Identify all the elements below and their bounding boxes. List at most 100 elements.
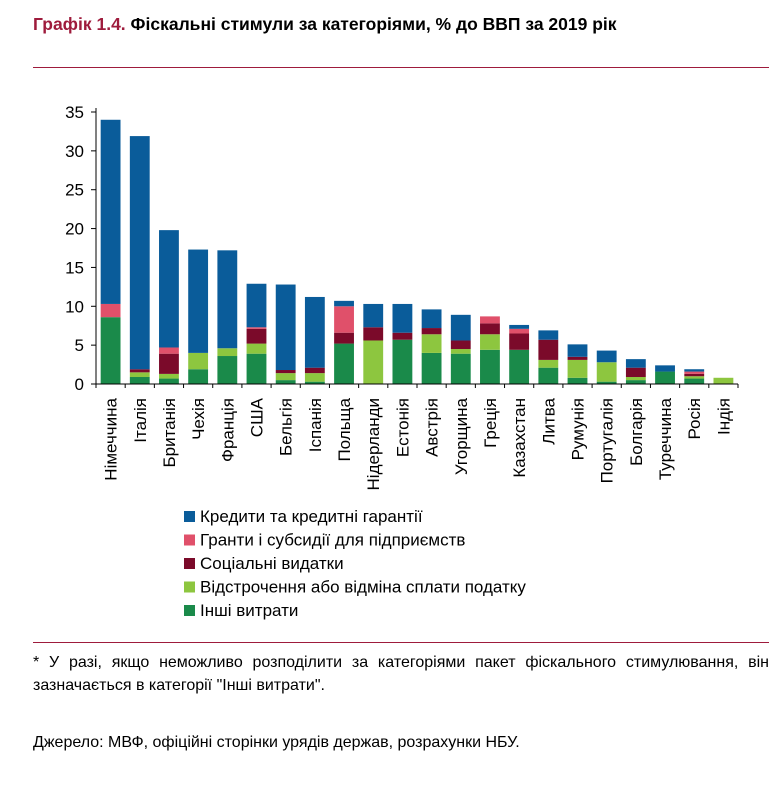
bar-segment — [684, 373, 705, 377]
y-tick-label: 5 — [75, 336, 84, 355]
bar-segment — [159, 373, 179, 379]
y-axis: 0 5 10 15 20 25 30 35 — [65, 103, 97, 394]
x-tick-label: Греція — [481, 398, 500, 448]
y-tick-label: 15 — [65, 258, 84, 277]
x-tick-label: Росія — [685, 398, 704, 440]
bar-segment — [188, 369, 209, 384]
bar-segment — [246, 353, 267, 384]
bar-segment — [655, 371, 675, 384]
bar-segment — [392, 339, 413, 384]
x-tick-label: Польща — [335, 397, 354, 461]
bar-segment — [625, 367, 646, 378]
x-tick-label: Румунія — [569, 398, 588, 460]
legend-item: Відстрочення або відміна сплати податку — [184, 578, 526, 597]
bar-segment — [538, 330, 559, 340]
bar-stack — [334, 300, 354, 384]
bar-segment — [129, 372, 150, 377]
bar-segment — [509, 333, 530, 350]
bar-stack — [684, 369, 705, 384]
bar-segment — [421, 328, 442, 335]
bar-segment — [625, 377, 646, 381]
bar-segment — [217, 356, 238, 384]
bar-segment — [655, 365, 675, 372]
bar-segment — [217, 250, 238, 349]
bar-stack — [217, 250, 238, 384]
bar-segment — [304, 373, 325, 382]
bar-segment — [480, 316, 500, 324]
x-tick-label: Бельгія — [277, 398, 296, 456]
bar-stack — [509, 324, 530, 384]
stacked-bar-chart: 0 5 10 15 20 25 30 35 Німеччина Італія Британія Че… — [65, 103, 739, 620]
bar-stack — [392, 303, 413, 384]
bar-segment — [159, 353, 179, 374]
bar-stack — [538, 330, 559, 384]
x-tick-label: Угорщина — [452, 397, 471, 475]
x-tick-label: Португалія — [598, 398, 617, 483]
x-tick-label: Франція — [218, 398, 237, 462]
x-tick-label: Туреччина — [656, 397, 675, 480]
legend-label: Соціальні видатки — [200, 554, 344, 573]
bar-segment — [334, 343, 354, 384]
chart-title: Графік 1.4. Фіскальні стимули за категор… — [33, 14, 763, 35]
bar-segment — [100, 303, 121, 318]
bar-segment — [684, 371, 705, 374]
bar-stack — [246, 283, 267, 384]
x-tick-label: Нідерланди — [364, 398, 383, 490]
bar-segment — [450, 353, 471, 384]
legend-label: Інші витрати — [200, 601, 298, 620]
bar-segment — [392, 303, 413, 333]
x-tick-label: Литва — [539, 397, 558, 444]
bar-segment — [713, 377, 734, 384]
legend-label: Гранти і субсидії для підприємств — [200, 531, 465, 550]
bar-segment — [275, 380, 296, 384]
x-tick-label: Болгарія — [627, 398, 646, 466]
legend-item: Інші витрати — [184, 601, 298, 620]
bar-segment — [509, 324, 530, 329]
bar-segment — [450, 314, 471, 341]
bar-segment — [392, 332, 413, 340]
y-tick-label: 30 — [65, 142, 84, 161]
bar-segment — [480, 349, 500, 384]
bar-segment — [363, 303, 384, 328]
bar-segment — [480, 334, 500, 350]
bar-segment — [363, 327, 384, 341]
legend: Кредити та кредитні гарантії Гранти і суб… — [184, 507, 526, 620]
bar-segment — [334, 306, 354, 333]
y-tick-label: 20 — [65, 220, 84, 239]
bar-segment — [129, 369, 150, 373]
bar-segment — [275, 370, 296, 374]
bar-stack — [596, 350, 617, 384]
x-tick-label: Чехія — [189, 398, 208, 440]
x-tick-label: Естонія — [393, 398, 412, 457]
x-tick-label: Іспанія — [306, 398, 325, 452]
bar-segment — [159, 347, 179, 354]
bar-segment — [567, 359, 588, 378]
bar-segment — [304, 296, 325, 368]
bar-segment — [159, 230, 179, 348]
x-tick-label: Італія — [131, 398, 150, 443]
y-tick-label: 35 — [65, 103, 84, 122]
legend-swatch — [184, 558, 195, 569]
x-tick-label: Австрія — [423, 398, 442, 457]
bar-segment — [129, 377, 150, 384]
bar-stack — [275, 284, 296, 384]
bar-stack — [655, 365, 675, 384]
bar-segment — [246, 327, 267, 329]
bar-segment — [450, 340, 471, 350]
x-tick-label: Індія — [714, 398, 733, 435]
bar-segment — [421, 309, 442, 329]
bar-stack — [450, 314, 471, 384]
bar-stack — [159, 230, 179, 384]
footnote: * У разі, якщо неможливо розподілити за … — [33, 654, 769, 694]
bar-segment — [275, 284, 296, 371]
bar-segment — [159, 378, 179, 384]
bar-segment — [188, 352, 209, 370]
chart-title-text: Фіскальні стимули за категоріями, % до В… — [130, 14, 617, 34]
bar-segment — [625, 380, 646, 384]
legend-item: Соціальні видатки — [184, 554, 344, 573]
bar-segment — [480, 323, 500, 335]
bar-segment — [334, 300, 354, 307]
x-axis: Німеччина Італія Британія Чехія Франція США Бе… — [95, 383, 739, 490]
bar-stack — [188, 249, 209, 384]
x-tick-label: Британія — [160, 398, 179, 468]
